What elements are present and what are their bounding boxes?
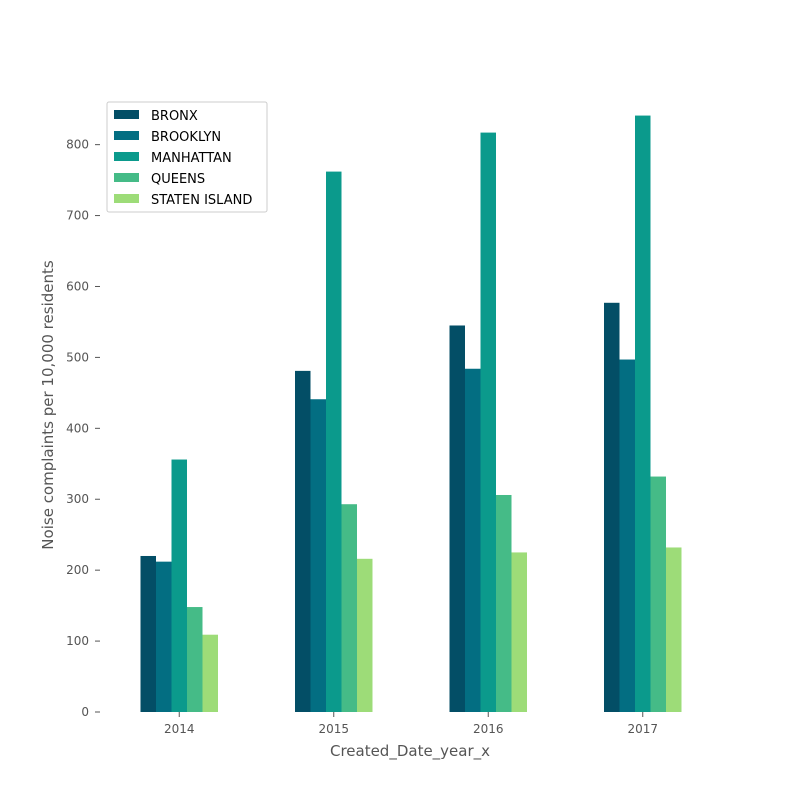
- y-tick-label: 600: [66, 279, 89, 293]
- x-axis: 2014 2015 2016 2017: [164, 712, 658, 736]
- bar-staten-island-2014: [202, 634, 218, 712]
- bar-queens-2014: [187, 607, 203, 712]
- bar-staten-island-2015: [357, 558, 373, 712]
- y-tick-label: 300: [66, 492, 89, 506]
- y-tick-label: 200: [66, 563, 89, 577]
- bar-queens-2016: [496, 494, 512, 712]
- bars-group: [140, 115, 682, 713]
- bar-bronx-2015: [295, 370, 311, 712]
- bar-manhattan-2014: [171, 459, 187, 712]
- legend-label-staten-island: STATEN ISLAND: [151, 193, 252, 208]
- bar-bronx-2017: [604, 302, 620, 712]
- bar-brooklyn-2017: [619, 359, 635, 712]
- bar-manhattan-2016: [480, 132, 496, 713]
- y-axis: 0 100 200 300 400 500 600 700 800: [66, 138, 100, 719]
- bar-bronx-2016: [449, 325, 465, 712]
- legend-swatch-staten-island: [114, 194, 139, 203]
- bar-queens-2017: [650, 476, 666, 712]
- legend-swatch-queens: [114, 173, 139, 182]
- x-tick-label: 2017: [627, 722, 658, 736]
- legend-swatch-manhattan: [114, 152, 139, 161]
- y-tick-label: 700: [66, 209, 89, 223]
- y-tick-label: 0: [81, 705, 89, 719]
- bar-staten-island-2017: [666, 547, 682, 712]
- x-tick-label: 2014: [164, 722, 195, 736]
- y-axis-label: Noise complaints per 10,000 residents: [39, 260, 57, 550]
- y-tick-label: 800: [66, 138, 89, 152]
- bar-brooklyn-2014: [156, 561, 172, 712]
- legend-swatch-bronx: [114, 110, 139, 119]
- bar-brooklyn-2016: [465, 368, 481, 712]
- legend-label-brooklyn: BROOKLYN: [151, 130, 221, 145]
- bar-staten-island-2016: [511, 552, 527, 712]
- y-tick-label: 100: [66, 634, 89, 648]
- bar-manhattan-2017: [635, 115, 651, 712]
- legend-label-manhattan: MANHATTAN: [151, 151, 232, 166]
- y-tick-label: 400: [66, 421, 89, 435]
- bar-manhattan-2015: [326, 171, 342, 713]
- bar-brooklyn-2015: [310, 399, 326, 712]
- bar-bronx-2014: [140, 555, 156, 712]
- y-tick-label: 500: [66, 350, 89, 364]
- legend: BRONX BROOKLYN MANHATTAN QUEENS STATEN ISLAN…: [106, 101, 268, 213]
- x-axis-label: Created_Date_year_x: [330, 742, 490, 761]
- x-tick-label: 2016: [473, 722, 504, 736]
- legend-label-queens: QUEENS: [151, 172, 205, 187]
- x-tick-label: 2015: [318, 722, 349, 736]
- legend-box: [106, 101, 268, 213]
- legend-label-bronx: BRONX: [151, 109, 198, 124]
- bar-queens-2015: [341, 504, 357, 712]
- legend-swatch-brooklyn: [114, 131, 139, 140]
